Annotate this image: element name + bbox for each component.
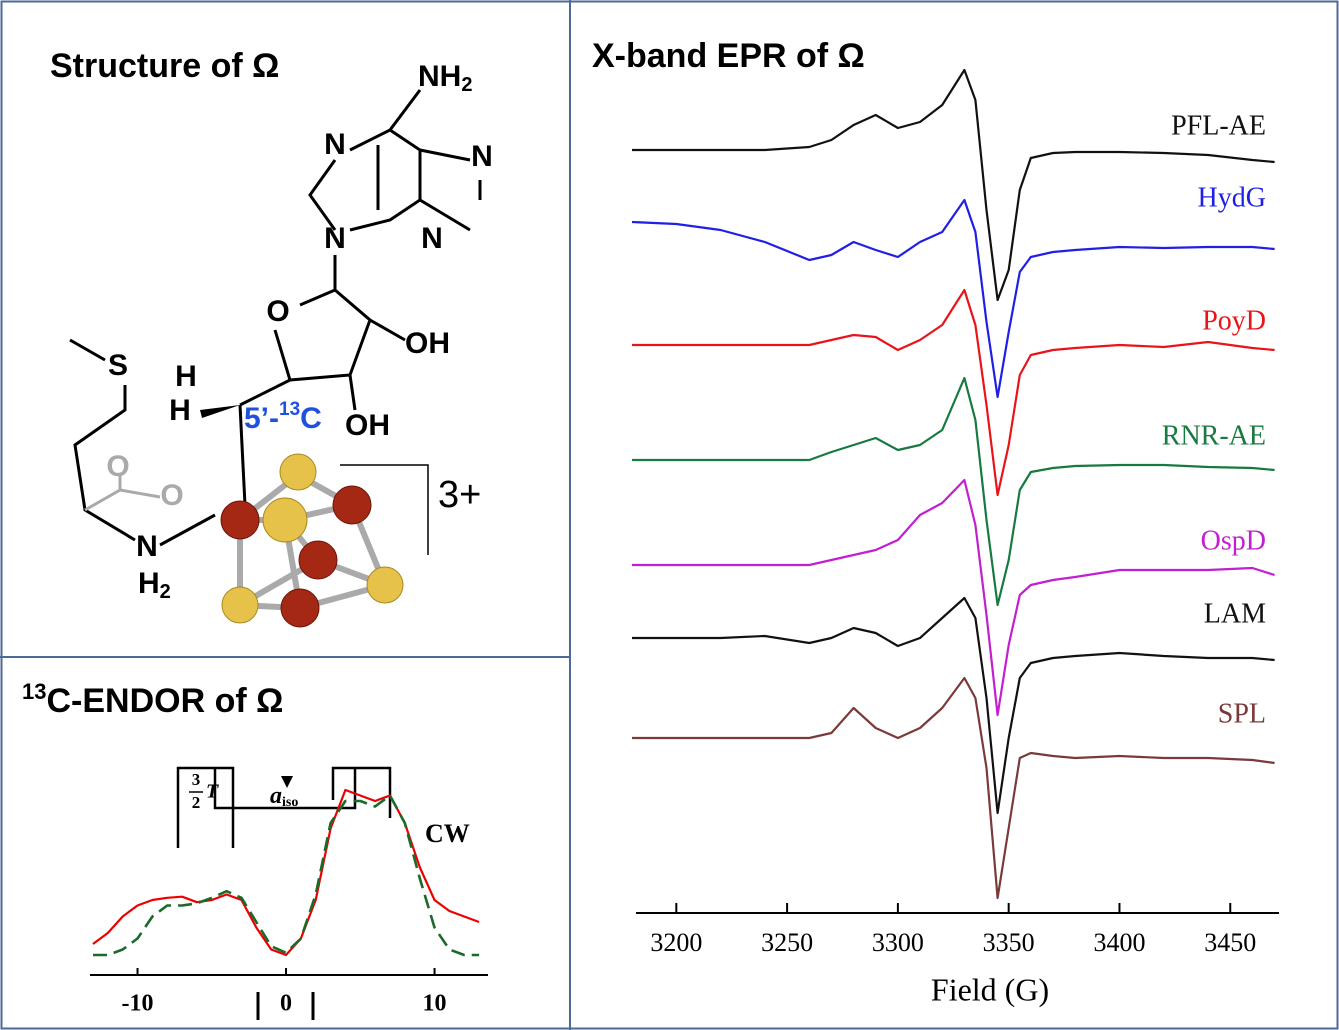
series-label: OspD [1201,525,1266,556]
series-label: HydG [1198,182,1266,213]
marker [281,776,293,788]
atom-label: H [175,360,197,393]
x-tick-label: 10 [423,991,447,1017]
series-label: PoyD [1202,305,1266,336]
isotope-label: 5’-13C [244,399,322,435]
trace [93,796,479,956]
atom-label: O [160,479,183,512]
x-tick-label: 3300 [872,928,924,957]
series-label: LAM [1204,598,1266,629]
x-tick-label: 3450 [1204,928,1256,957]
trace [632,290,1275,495]
atom-label: N [471,140,493,173]
atom-label: H [138,567,160,600]
charge-label: 3+ [438,474,481,516]
series-label: RNR-AE [1162,420,1266,451]
subscript: 2 [160,581,171,603]
atom-label: O [106,450,129,483]
frame [2,2,1338,1029]
panel-title: Structure of Ω [50,47,279,85]
superscript: 13 [279,399,300,420]
x-tick-label: 3350 [983,928,1035,957]
annotation: iso [282,795,298,810]
annotation: CW [425,819,470,848]
panel-title: X-band EPR of Ω [592,37,865,75]
atom-label: N [136,530,158,563]
annotation: aiso [270,783,298,811]
x-tick-label: 0 [280,991,292,1017]
figure: Structure of Ω NH2 N N N N O OH OH S H H… [0,0,1339,1030]
title-text: C-ENDOR of Ω [46,682,283,720]
x-tick-label: 3400 [1093,928,1145,957]
x-tick-label: -10 [122,991,154,1017]
trace [632,480,1275,715]
panel-title: 13C-ENDOR of Ω [22,679,283,720]
trace [632,678,1275,898]
label-part: C [300,402,322,435]
annotation: a [270,783,282,809]
atom-label: OH [345,409,390,442]
trace [93,790,479,955]
atom-label: H2 [138,567,171,603]
atom-label: N [421,222,443,255]
x-tick-label: 3200 [650,928,702,957]
atom-label: NH2 [418,60,472,96]
atom-label: N [324,128,346,161]
atom-label: NH [418,60,461,93]
trace [632,200,1275,397]
subscript: 2 [461,74,472,96]
x-axis-label: Field (G) [931,971,1049,1007]
atom-label: S [108,349,128,382]
annotation: T [206,781,219,803]
annotation: 2 [192,793,201,812]
trace [632,598,1275,813]
trace [632,70,1275,300]
atom-label: N [324,222,346,255]
superscript: 13 [22,679,46,704]
atom-label: OH [405,327,450,360]
series-label: SPL [1218,698,1266,729]
annotation: 3 [192,770,201,789]
x-tick-label: 3250 [761,928,813,957]
series-label: PFL-AE [1171,110,1266,141]
atom-label: H [169,394,191,427]
label-part: 5’- [244,402,279,435]
atom-label: O [266,295,289,328]
